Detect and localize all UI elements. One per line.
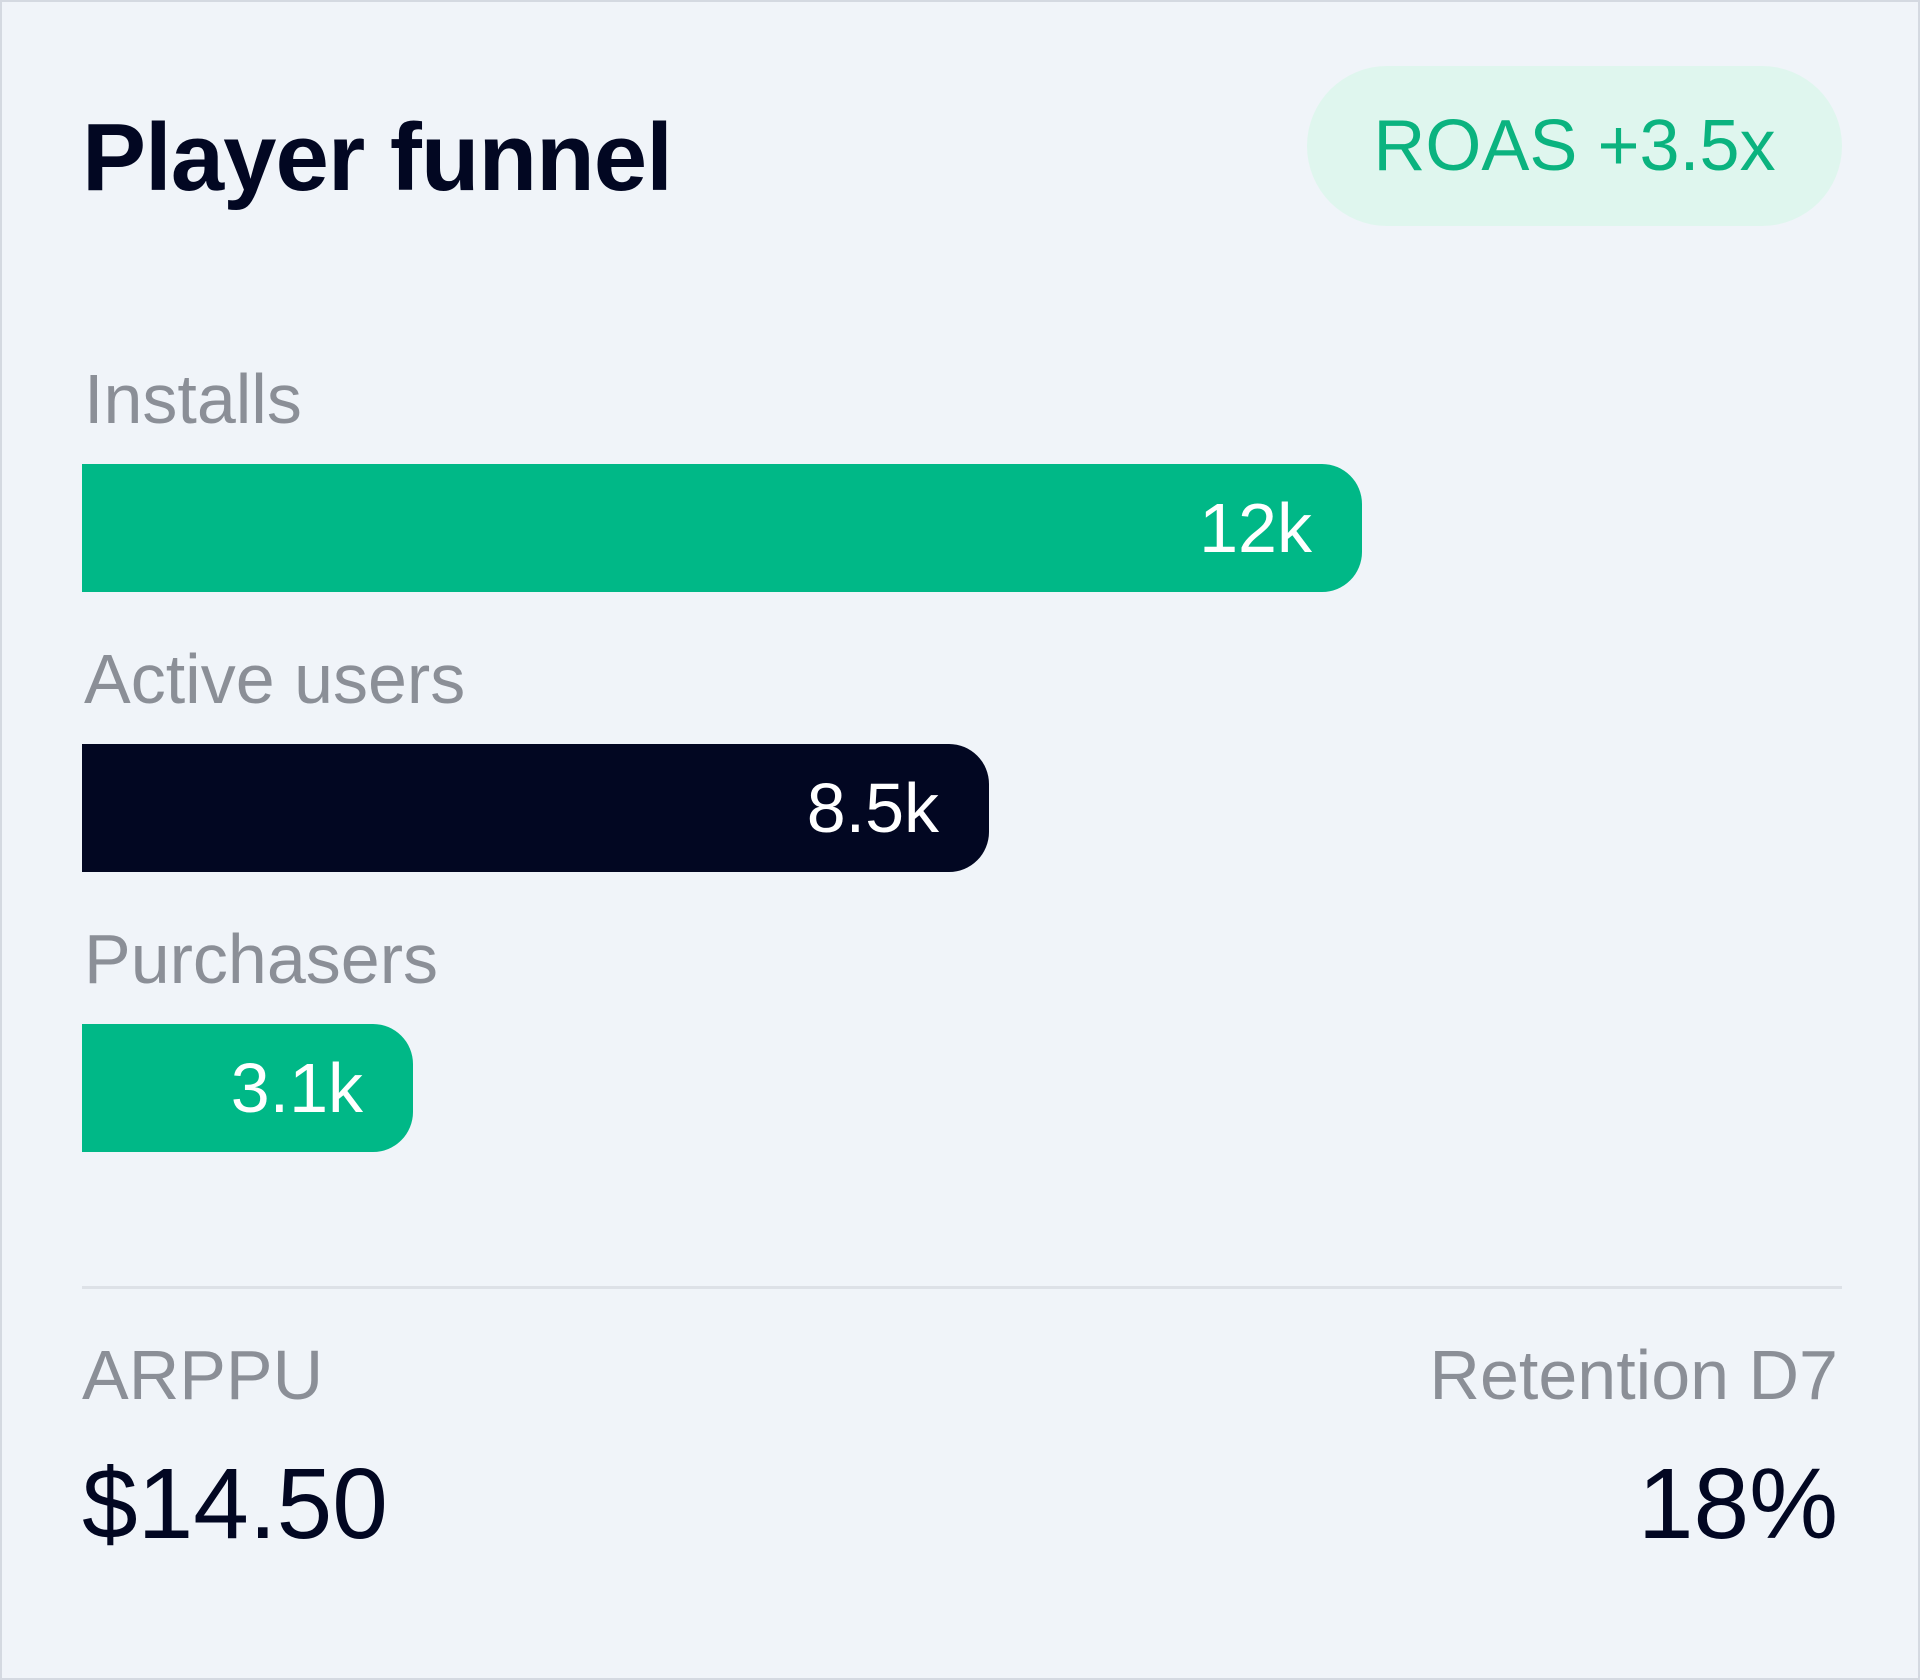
bar-purchasers: 3.1k [82,1024,413,1152]
divider [82,1286,1842,1289]
arppu-value: $14.50 [82,1448,388,1560]
bar-active-users: 8.5k [82,744,989,872]
bar-value-installs: 12k [1199,489,1312,567]
roas-badge: ROAS +3.5x [1307,66,1842,226]
card-title: Player funnel [82,104,673,211]
bar-value-purchasers: 3.1k [230,1049,363,1127]
stage-label-installs: Installs [84,360,302,438]
bar-value-active-users: 8.5k [806,769,939,847]
retention-value: 18% [1637,1448,1838,1560]
bar-installs: 12k [82,464,1362,592]
stage-label-active-users: Active users [84,640,466,718]
roas-badge-label: ROAS +3.5x [1373,106,1776,186]
arppu-label: ARPPU [82,1336,324,1414]
stage-label-purchasers: Purchasers [84,920,439,998]
retention-label: Retention D7 [1429,1336,1838,1414]
